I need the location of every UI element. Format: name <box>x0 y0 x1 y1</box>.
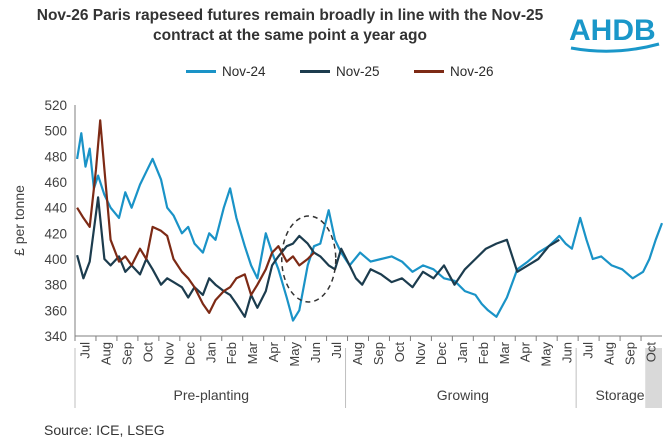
y-tick-label: 520 <box>44 98 67 113</box>
x-tick-label: Oct <box>644 342 659 363</box>
phase-label: Growing <box>437 387 489 403</box>
x-tick-label: Apr <box>518 341 533 362</box>
x-tick-label: Dec <box>434 342 449 366</box>
x-tick-label: Feb <box>224 342 239 364</box>
legend-label: Nov-26 <box>450 64 494 79</box>
legend-item-nov-26: Nov-26 <box>414 64 494 79</box>
y-tick-label: 340 <box>44 329 67 344</box>
y-tick-label: 380 <box>44 278 67 293</box>
phase-label: Pre-planting <box>174 387 250 403</box>
x-tick-label: Apr <box>266 341 281 362</box>
legend-label: Nov-25 <box>336 64 380 79</box>
x-tick-label: Aug <box>98 342 113 365</box>
x-tick-label: Feb <box>476 342 491 364</box>
x-tick-label: Jun <box>308 342 323 363</box>
y-tick-label: 460 <box>44 175 67 190</box>
x-tick-label: May <box>287 342 302 367</box>
x-tick-label: Aug <box>602 342 617 365</box>
x-tick-label: Jul <box>77 342 92 359</box>
phase-label: Storage <box>596 387 645 403</box>
x-tick-label: Jan <box>455 342 470 363</box>
y-tick-label: 400 <box>44 252 67 267</box>
legend-item-nov-25: Nov-25 <box>300 64 380 79</box>
y-axis-label: £ per tonne <box>11 185 27 256</box>
logo-swoosh <box>570 42 660 53</box>
x-tick-label: Jul <box>329 342 344 359</box>
legend-swatch <box>186 70 216 73</box>
x-tick-label: Jan <box>203 342 218 363</box>
chart-title: Nov-26 Paris rapeseed futures remain bro… <box>36 7 544 44</box>
x-tick-label: Nov <box>413 342 428 366</box>
x-tick-label: Mar <box>497 341 512 364</box>
series-line-nov-26 <box>76 119 315 314</box>
y-tick-label: 480 <box>44 149 67 164</box>
series-line-nov-24 <box>76 132 664 322</box>
x-tick-label: Sep <box>623 342 638 365</box>
logo-text: AHDB <box>569 14 656 47</box>
x-tick-label: Nov <box>161 342 176 366</box>
x-tick-label: May <box>539 342 554 367</box>
y-tick-label: 440 <box>44 201 67 216</box>
legend: Nov-24 Nov-25 Nov-26 <box>0 64 667 82</box>
x-tick-label: Jul <box>581 342 596 359</box>
legend-swatch <box>414 70 444 73</box>
legend-swatch <box>300 70 330 73</box>
legend-label: Nov-24 <box>222 64 266 79</box>
x-tick-label: Mar <box>245 341 260 364</box>
x-tick-label: Aug <box>350 342 365 365</box>
x-tick-label: Sep <box>371 342 386 365</box>
x-tick-label: Dec <box>182 342 197 366</box>
ahdb-logo: AHDB <box>569 14 660 53</box>
annotation-ellipse <box>281 215 337 303</box>
legend-item-nov-24: Nov-24 <box>186 64 266 79</box>
y-tick-label: 500 <box>44 124 67 139</box>
x-tick-label: Jun <box>560 342 575 363</box>
y-tick-label: 360 <box>44 303 67 318</box>
x-tick-label: Oct <box>392 342 407 363</box>
source-note: Source: ICE, LSEG <box>44 422 165 438</box>
x-tick-label: Oct <box>140 342 155 363</box>
x-tick-label: Sep <box>119 342 134 365</box>
y-tick-label: 420 <box>44 226 67 241</box>
future-shade <box>645 348 662 408</box>
